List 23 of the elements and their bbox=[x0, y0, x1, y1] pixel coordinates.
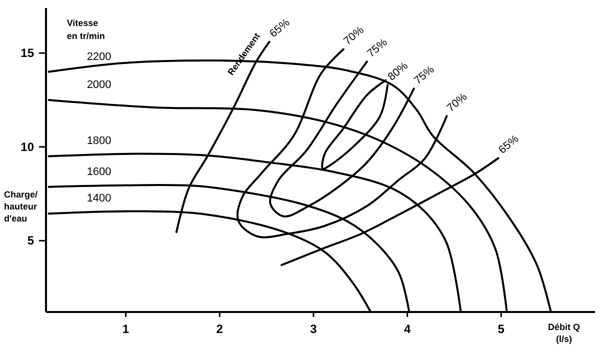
series-label: 2200 bbox=[86, 50, 112, 63]
text: 75% bbox=[365, 36, 390, 60]
text: 65% bbox=[268, 16, 292, 40]
y-tick-label: 5 bbox=[27, 234, 34, 248]
x-tick-label: 4 bbox=[404, 322, 411, 336]
x-tick-label: 1 bbox=[122, 322, 130, 336]
x-tick-label: 5 bbox=[498, 322, 505, 336]
text: 65% bbox=[496, 132, 522, 156]
y-axis-title: Charge/ hauteur d'eau bbox=[4, 190, 38, 224]
text: 70% bbox=[444, 91, 470, 114]
text: 80% bbox=[386, 60, 411, 84]
y-tick-label: 10 bbox=[20, 140, 34, 154]
text: 75% bbox=[412, 64, 437, 87]
x-axis-title: Débit Q (l/s) bbox=[548, 322, 580, 344]
x-tick-label: 2 bbox=[216, 322, 224, 336]
y-tick-label: 15 bbox=[20, 46, 34, 60]
x-tick-label: 3 bbox=[310, 322, 318, 336]
text: 70% bbox=[342, 24, 366, 48]
series-label: 1800 bbox=[86, 135, 112, 148]
series-label: 1400 bbox=[86, 192, 112, 205]
series-label: 2000 bbox=[86, 78, 112, 91]
legend-title: Vitesse en tr/min bbox=[66, 18, 105, 41]
series-label: 1600 bbox=[86, 166, 112, 178]
